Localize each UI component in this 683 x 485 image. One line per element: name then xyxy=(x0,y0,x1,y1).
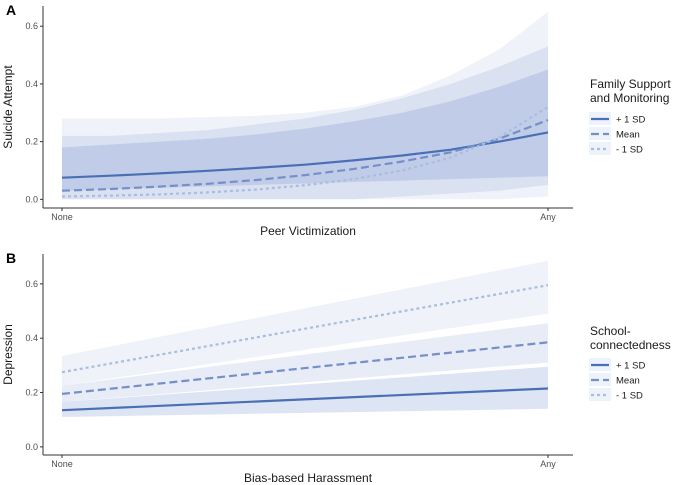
legend-label: + 1 SD xyxy=(616,361,645,372)
y-tick-label: 0.4 xyxy=(25,79,38,89)
series-line-mean xyxy=(61,341,549,395)
legend-label: - 1 SD xyxy=(616,391,643,402)
chart-panel-b: 0.0 0.2 0.4 0.6 None Any Bias-based Harassment… xyxy=(1,250,671,485)
series-line-mean xyxy=(61,118,549,192)
series-line-minus-1sd xyxy=(61,106,549,198)
y-tick-label: 0.0 xyxy=(25,194,38,204)
legend-title: connectedness xyxy=(590,338,671,352)
y-tick-label: 0.6 xyxy=(25,279,38,289)
x-tick-label: None xyxy=(51,212,73,222)
chart-panel-a: 0.0 0.2 0.4 0.6 None Any Peer Victimization Sui… xyxy=(1,2,671,238)
y-axis-title: Suicide Attempt xyxy=(1,65,15,149)
x-axis-title: Bias-based Harassment xyxy=(244,471,373,485)
y-tick-label: 0.2 xyxy=(25,137,38,147)
legend: School-connectedness + 1 SD Mean - 1 SD xyxy=(589,324,671,402)
series-line-plus-1sd xyxy=(61,387,549,412)
y-tick-label: 0.0 xyxy=(25,442,38,452)
legend-key-bg xyxy=(589,373,611,386)
legend-key-bg xyxy=(589,127,611,140)
y-tick-label: 0.2 xyxy=(25,388,38,398)
x-tick-label: None xyxy=(51,459,73,469)
confidence-band-1sd xyxy=(62,69,548,191)
y-tick-label: 0.6 xyxy=(25,21,38,31)
x-axis-title: Peer Victimization xyxy=(260,224,356,238)
y-tick-label: 0.4 xyxy=(25,333,38,343)
confidence-band-1sd xyxy=(62,260,548,386)
legend-title: Family Support xyxy=(590,77,671,91)
confidence-band-mean xyxy=(62,323,548,402)
legend-label: Mean xyxy=(616,130,640,141)
panel-label: A xyxy=(6,2,16,18)
legend-title: School- xyxy=(590,324,631,338)
legend-label: - 1 SD xyxy=(616,145,643,156)
x-tick-label: Any xyxy=(540,212,556,222)
y-axis-title: Depression xyxy=(1,324,15,385)
series-line-minus-1sd xyxy=(61,284,549,374)
x-tick-label: Any xyxy=(540,459,556,469)
legend-title: and Monitoring xyxy=(590,91,669,105)
legend-label: Mean xyxy=(616,376,640,387)
confidence-band-mean xyxy=(62,46,548,200)
panel-label: B xyxy=(6,250,16,266)
legend-label: + 1 SD xyxy=(616,115,645,126)
